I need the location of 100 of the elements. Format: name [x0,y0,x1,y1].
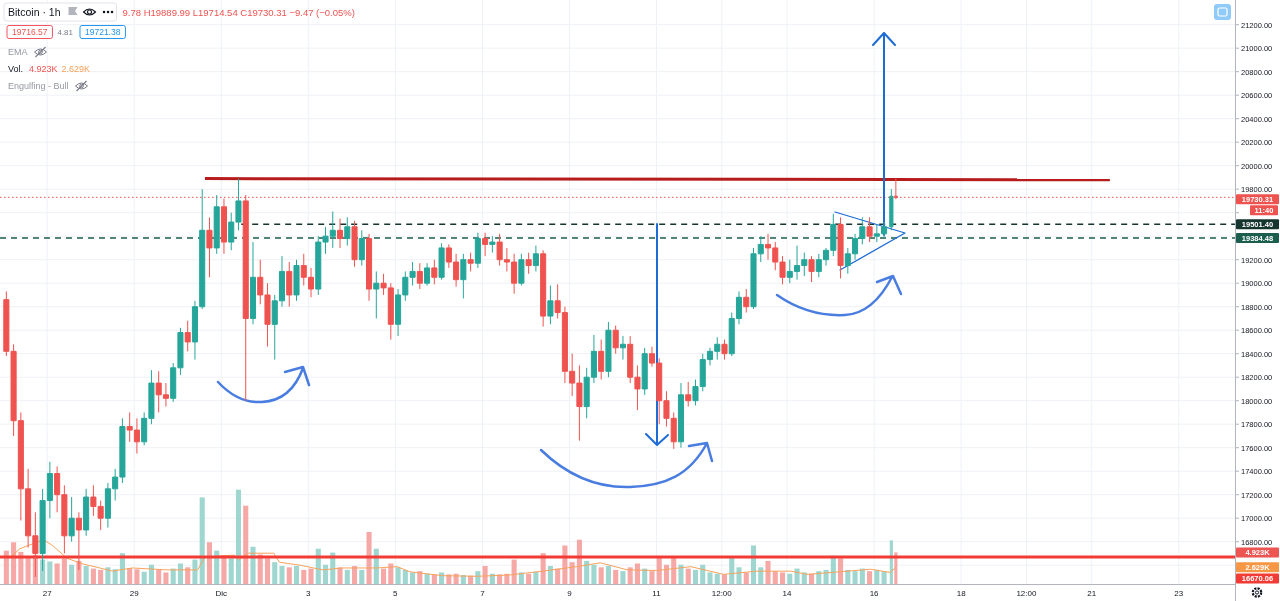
candlestick [336,218,344,249]
candlestick [351,220,358,268]
candlestick [598,339,605,381]
bar [591,564,597,584]
candlestick [467,252,474,272]
bar [569,562,575,584]
bar [264,558,271,584]
bar [293,566,300,584]
candlestick [893,178,898,200]
bar [177,563,183,584]
bar [605,566,611,584]
bar [598,567,604,584]
x-tick-label: 3 [306,588,312,598]
bar [228,558,234,584]
candlestick [358,229,365,267]
bar [308,568,314,584]
annotation: 4.81 [57,27,74,37]
annotation: 4.923K [29,64,58,74]
bar [497,574,503,584]
text: Bitcoin · 1h [8,6,61,18]
bar [156,569,162,584]
bar [816,571,822,584]
candlestick [525,252,532,275]
annotation: Engulfing - Bull [8,81,69,91]
bar [584,560,590,584]
bar [163,572,169,584]
bar [235,489,242,584]
bar [678,564,684,584]
bar [47,561,53,584]
bar [526,573,532,584]
bar [243,505,249,584]
bar [98,569,104,584]
bar [772,571,778,584]
candlestick [619,335,626,361]
candlestick [474,232,481,269]
x-tick-label: 14 [782,588,793,598]
bar [729,557,735,584]
bar [402,569,408,584]
bar [272,562,278,584]
x-tick-label: 18 [956,588,967,598]
candlestick [424,262,431,287]
bar [381,568,387,584]
bar [105,567,111,584]
candlestick [605,321,612,378]
bar [83,566,89,584]
candlestick [213,194,220,255]
x-tick-label: 9 [567,588,573,598]
bar [867,571,873,584]
x-tick-label: 23 [1174,588,1184,598]
bar [344,569,350,584]
bar [533,571,539,584]
bar [279,566,285,584]
bar [11,542,17,584]
x-tick-label: 7 [480,588,486,598]
candlestick [293,259,300,302]
bar [141,571,147,584]
bar [301,569,307,584]
bar [518,572,524,584]
bar [395,567,401,584]
bar [852,571,858,584]
bar [547,566,553,584]
candlestick [206,216,213,278]
bar [881,571,887,584]
candlestick [532,245,539,272]
bar [25,557,31,584]
bar [134,569,140,584]
annotation: 2.629K [61,64,91,74]
bar [656,557,662,584]
bar [112,569,118,584]
x-tick-label: 12:00 [1016,588,1037,598]
bar [714,573,720,584]
bar [337,567,343,584]
bar [838,558,844,584]
annotation: 19721.38 [85,27,121,37]
bar [90,568,96,584]
candlestick [416,262,423,290]
candlestick [677,382,685,449]
candlestick [547,285,554,325]
x-tick-label: 27 [42,588,53,598]
bar [758,567,764,584]
candlestick [489,235,496,254]
bar [692,569,699,584]
candlestick [431,259,438,285]
bar [388,563,394,584]
bar [424,573,430,584]
candlestick [641,347,648,396]
bar [54,563,60,584]
bar [707,572,713,584]
bar [69,564,75,584]
candlestick [366,233,373,302]
candlestick [889,188,894,231]
candlestick [83,488,90,537]
x-tick-label: 16 [869,588,880,598]
bar [779,572,786,584]
bar [439,572,445,584]
bar [671,557,677,584]
bar [475,571,481,584]
candlestick [837,216,844,279]
candlestick [344,216,351,247]
candlestick [438,242,445,281]
